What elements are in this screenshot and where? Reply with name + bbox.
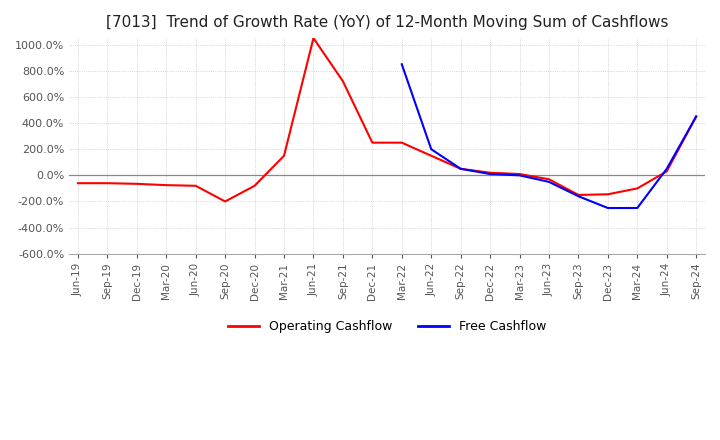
Free Cashflow [662,166,671,172]
Free Cashflow [427,147,436,152]
Free Cashflow [603,205,612,211]
Free Cashflow [397,62,406,67]
Operating Cashflow [633,186,642,191]
Free Cashflow [516,172,524,178]
Free Cashflow [456,166,465,172]
Operating Cashflow [368,140,377,145]
Operating Cashflow [456,166,465,172]
Operating Cashflow [103,180,112,186]
Operating Cashflow [192,183,200,188]
Operating Cashflow [662,169,671,174]
Operating Cashflow [692,114,701,119]
Operating Cashflow [486,170,495,176]
Operating Cashflow [279,153,288,158]
Line: Free Cashflow: Free Cashflow [402,64,696,208]
Title: [7013]  Trend of Growth Rate (YoY) of 12-Month Moving Sum of Cashflows: [7013] Trend of Growth Rate (YoY) of 12-… [106,15,668,30]
Operating Cashflow [221,199,230,204]
Operating Cashflow [397,140,406,145]
Line: Operating Cashflow: Operating Cashflow [78,38,696,202]
Free Cashflow [692,114,701,119]
Operating Cashflow [132,181,141,187]
Operating Cashflow [73,180,82,186]
Operating Cashflow [251,183,259,188]
Operating Cashflow [516,172,524,177]
Free Cashflow [633,205,642,211]
Operating Cashflow [544,176,553,182]
Free Cashflow [574,194,582,199]
Free Cashflow [486,172,495,177]
Legend: Operating Cashflow, Free Cashflow: Operating Cashflow, Free Cashflow [223,315,552,338]
Free Cashflow [544,179,553,184]
Operating Cashflow [603,192,612,197]
Operating Cashflow [162,183,171,188]
Operating Cashflow [338,79,347,84]
Operating Cashflow [309,36,318,41]
Operating Cashflow [427,153,436,158]
Operating Cashflow [574,192,582,198]
